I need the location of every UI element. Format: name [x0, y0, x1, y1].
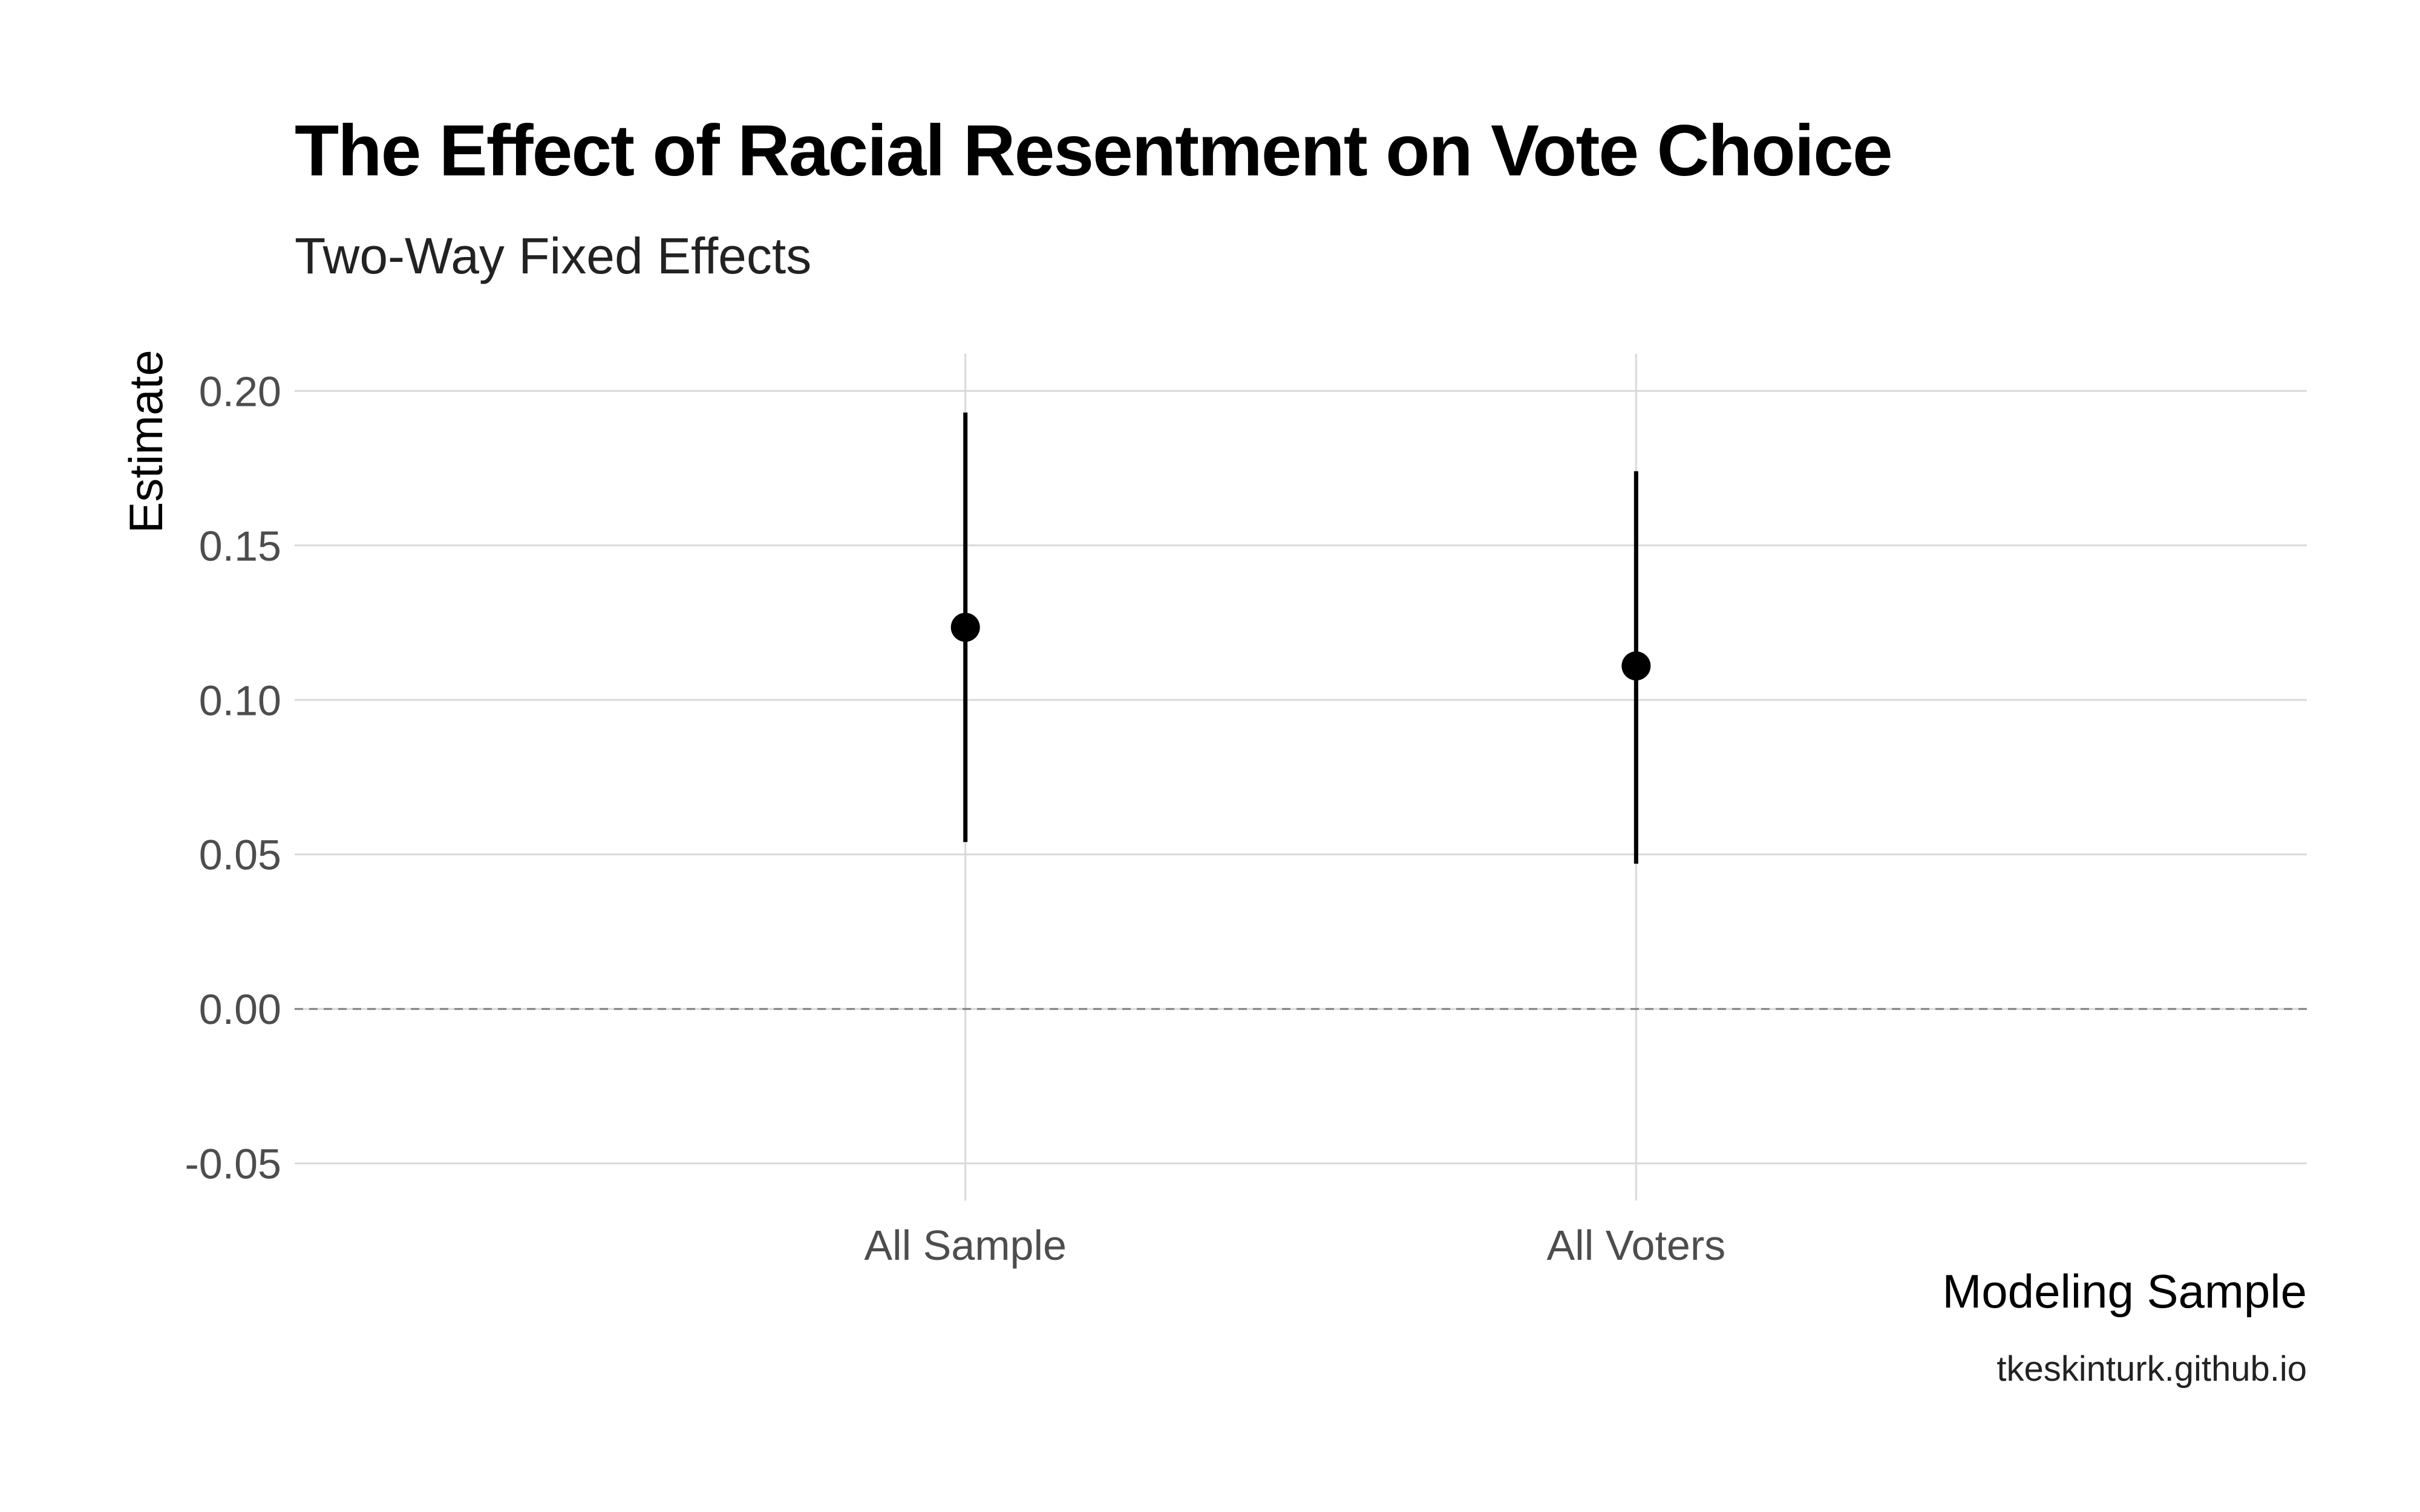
marks	[950, 412, 1651, 864]
y-tick-label: 0.15	[199, 523, 281, 570]
point-estimate	[950, 613, 980, 642]
x-tick-label: All Sample	[864, 1222, 1067, 1269]
x-axis-title: Modeling Sample	[1942, 1265, 2307, 1318]
chart-caption: tkeskinturk.github.io	[1996, 1349, 2307, 1389]
y-tick-label: -0.05	[185, 1141, 281, 1188]
x-tick-label: All Voters	[1546, 1222, 1725, 1269]
chart-title: The Effect of Racial Resentment on Vote …	[295, 110, 1893, 191]
y-tick-label: 0.00	[199, 986, 281, 1033]
gridlines	[295, 354, 2307, 1201]
tick-labels: -0.05 0.00 0.05 0.10 0.15 0.20 All Sample All V…	[185, 368, 1725, 1269]
y-tick-label: 0.20	[199, 368, 281, 415]
y-tick-label: 0.10	[199, 677, 281, 724]
y-axis-title: Estimate	[119, 350, 172, 533]
y-tick-label: 0.05	[199, 832, 281, 879]
chart-subtitle: Two-Way Fixed Effects	[295, 227, 812, 284]
point-estimate	[1621, 651, 1651, 681]
